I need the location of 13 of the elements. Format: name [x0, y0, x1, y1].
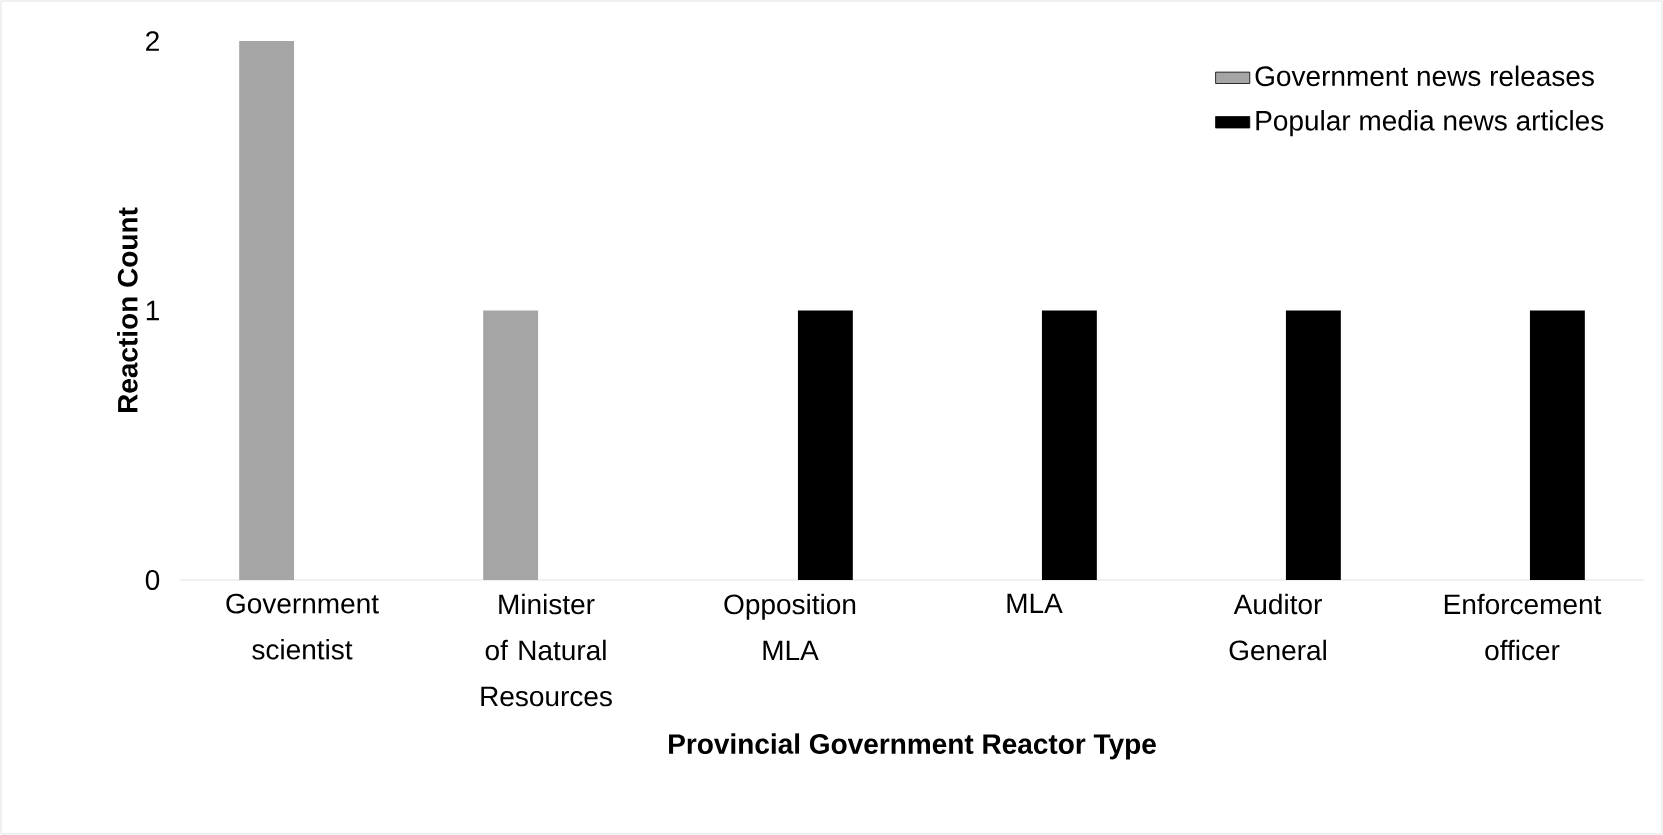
y-tick-label: 1	[146, 300, 159, 321]
legend-label: Government news releases	[1255, 65, 1594, 87]
x-tick-label: Opposition MLA	[724, 593, 856, 661]
y-tick-label: 2	[146, 31, 159, 51]
y-axis-title: Reaction Count	[117, 207, 138, 413]
x-axis-title: Provincial Government Reactor Type	[669, 733, 1156, 760]
x-tick-label: Auditor General	[1229, 593, 1326, 661]
x-tick-label: Enforcement officer	[1444, 593, 1602, 661]
legend-label: Popular media news articles	[1256, 110, 1604, 137]
x-tick-label: MLA	[1007, 593, 1063, 613]
y-tick-label: 0	[145, 570, 160, 590]
x-tick-label: Government scientist	[226, 593, 379, 660]
x-tick-label: Minister of Natural Resources	[481, 593, 612, 707]
